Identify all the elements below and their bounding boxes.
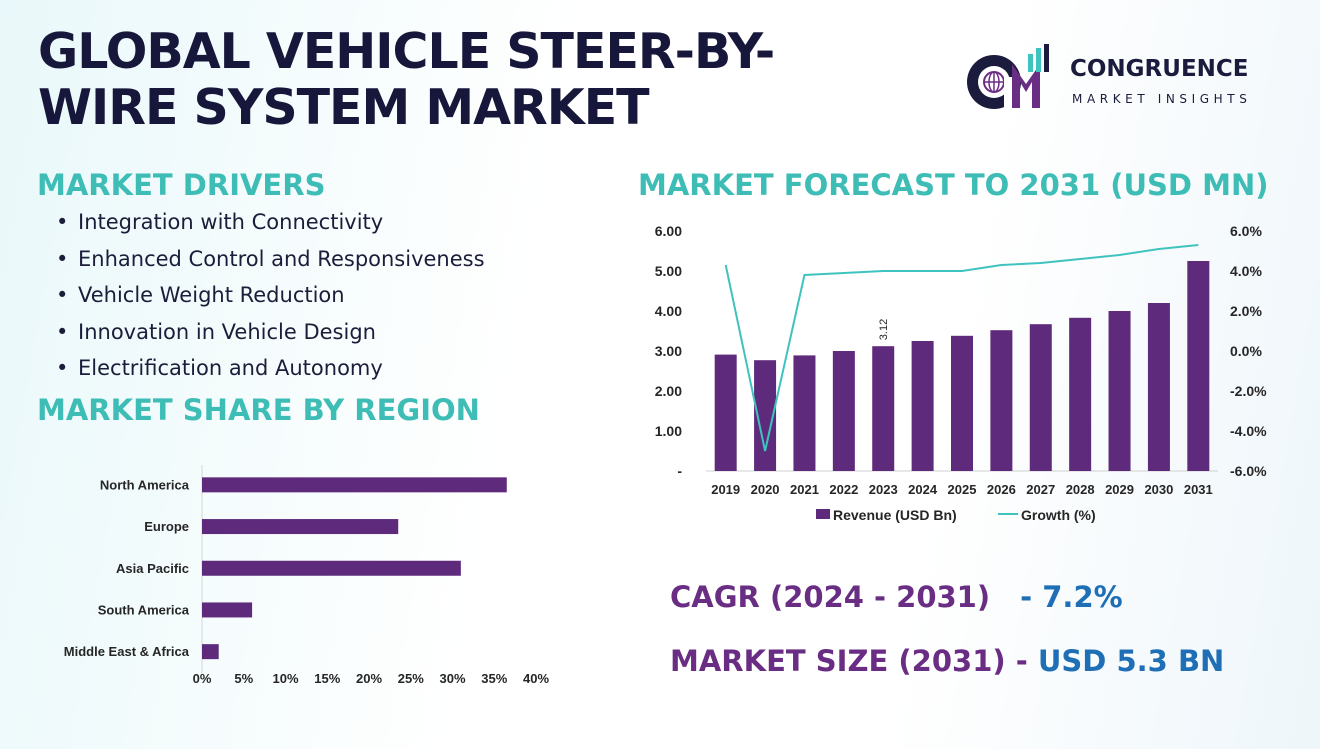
revenue-bar (1108, 311, 1131, 471)
forecast-x-tick-label: 2020 (751, 482, 780, 497)
revenue-bar (1147, 303, 1170, 471)
logo-name: CONGRUENCE (1070, 56, 1249, 82)
region-x-tick-label: 0% (193, 671, 212, 686)
forecast-y-tick-label: 5.00 (655, 263, 682, 279)
region-share-chart: North America Europe Asia Pacific South Ame… (64, 465, 549, 686)
region-bar (202, 602, 253, 618)
forecast-x-tick-label: 2027 (1026, 482, 1055, 497)
revenue-bar (872, 346, 895, 471)
forecast-x-tick-label: 2026 (987, 482, 1016, 497)
region-x-tick-label: 5% (234, 671, 253, 686)
legend-swatch-revenue (816, 509, 830, 519)
forecast-y-tick-label: 4.00 (655, 303, 682, 319)
driver-item: • Enhanced Control and Responsiveness (56, 243, 485, 280)
driver-text: Enhanced Control and Responsiveness (78, 246, 485, 271)
driver-item: • Vehicle Weight Reduction (56, 279, 485, 316)
forecast-chart: - 1.00 2.00 3.00 4.00 5.00 6.00 -6.0% -4.0% -2.0%… (655, 223, 1267, 523)
region-bar (202, 644, 219, 660)
market-size-label: MARKET SIZE (2031) - (670, 644, 1028, 678)
drivers-heading: MARKET DRIVERS (37, 168, 326, 202)
market-size-value: USD 5.3 BN (1037, 644, 1225, 678)
region-x-tick-label: 40% (523, 671, 549, 686)
region-category-label: South America (98, 602, 190, 617)
bullet-icon: • (56, 210, 69, 234)
forecast-y-tick-label: 3.00 (655, 343, 682, 359)
forecast-y2-tick-label: -6.0% (1230, 463, 1267, 479)
legend-label-growth: Growth (%) (1021, 507, 1096, 523)
forecast-y-tick-label: 1.00 (655, 423, 682, 439)
region-x-tick-label: 25% (398, 671, 424, 686)
forecast-x-tick-label: 2031 (1184, 482, 1213, 497)
forecast-x-tick-label: 2029 (1105, 482, 1134, 497)
region-heading: MARKET SHARE BY REGION (37, 393, 480, 427)
page-title: GLOBAL VEHICLE STEER-BY-WIRE SYSTEM MARK… (38, 23, 775, 136)
forecast-x-tick-label: 2030 (1144, 482, 1173, 497)
revenue-bar (990, 330, 1013, 471)
region-x-tick-label: 10% (272, 671, 298, 686)
region-category-label: Middle East & Africa (64, 644, 190, 659)
bullet-icon: • (56, 319, 69, 344)
driver-text: Vehicle Weight Reduction (78, 283, 345, 308)
driver-item: • Integration with Connectivity (56, 206, 485, 243)
region-x-tick-label: 35% (481, 671, 507, 686)
revenue-bar (714, 354, 737, 471)
market-size-stat: MARKET SIZE (2031) - USD 5.3 BN (670, 644, 1224, 678)
bullet-icon: • (56, 283, 69, 308)
cagr-stat: CAGR (2024 - 2031) - 7.2% (670, 580, 1123, 614)
revenue-bar (1069, 317, 1092, 471)
region-x-tick-label: 30% (439, 671, 465, 686)
revenue-bar (832, 351, 855, 471)
forecast-x-tick-label: 2023 (869, 482, 898, 497)
forecast-y2-tick-label: 0.0% (1230, 343, 1262, 359)
bullet-icon: • (56, 246, 69, 271)
forecast-x-tick-label: 2019 (711, 482, 740, 497)
revenue-bar (951, 335, 973, 471)
forecast-y2-tick-label: 4.0% (1230, 263, 1262, 279)
forecast-heading: MARKET FORECAST TO 2031 (USD MN) (638, 168, 1269, 202)
logo-mark-icon (967, 44, 1049, 109)
forecast-x-tick-label: 2024 (908, 482, 938, 497)
region-bar (202, 477, 507, 493)
bullet-icon: • (56, 356, 69, 381)
forecast-y2-tick-label: -2.0% (1230, 383, 1267, 399)
forecast-y2-tick-label: 6.0% (1230, 223, 1262, 239)
brand-logo: CONGRUENCE MARKET INSIGHTS (962, 42, 1292, 114)
forecast-y2-tick-label: 2.0% (1230, 303, 1262, 319)
driver-item: • Innovation in Vehicle Design (56, 316, 485, 353)
revenue-data-label: 3.12 (878, 319, 890, 340)
forecast-legend: Revenue (USD Bn) Growth (%) (816, 507, 1096, 523)
revenue-bar (793, 355, 816, 471)
forecast-y-tick-label: 2.00 (655, 383, 682, 399)
region-bar (202, 560, 461, 576)
region-category-label: Europe (144, 519, 189, 534)
forecast-x-tick-label: 2025 (948, 482, 977, 497)
revenue-bar (1029, 324, 1052, 471)
forecast-y-tick-label: - (677, 463, 682, 479)
region-bar (202, 519, 399, 535)
forecast-y-tick-label: 6.00 (655, 223, 682, 239)
driver-item: • Electrification and Autonomy (56, 352, 485, 389)
driver-text: Electrification and Autonomy (78, 356, 383, 381)
cagr-label: CAGR (2024 - 2031) (670, 580, 991, 614)
region-category-label: Asia Pacific (116, 561, 189, 576)
logo-tagline: MARKET INSIGHTS (1072, 92, 1252, 106)
region-x-tick-label: 20% (356, 671, 382, 686)
region-x-tick-label: 15% (314, 671, 340, 686)
cagr-value: - 7.2% (1020, 580, 1123, 614)
revenue-bar (911, 341, 934, 471)
revenue-bar (754, 360, 777, 471)
revenue-bar (1187, 261, 1210, 471)
driver-text: Innovation in Vehicle Design (78, 319, 376, 344)
driver-text: Integration with Connectivity (78, 210, 384, 234)
growth-line (724, 244, 1199, 452)
drivers-list: • Integration with Connectivity • Enhanced… (56, 206, 485, 389)
region-category-label: North America (100, 477, 190, 492)
forecast-y2-tick-label: -4.0% (1230, 423, 1267, 439)
forecast-x-tick-label: 2028 (1066, 482, 1095, 497)
legend-label-revenue: Revenue (USD Bn) (833, 507, 957, 523)
forecast-x-tick-label: 2021 (790, 482, 819, 497)
forecast-x-tick-label: 2022 (829, 482, 858, 497)
